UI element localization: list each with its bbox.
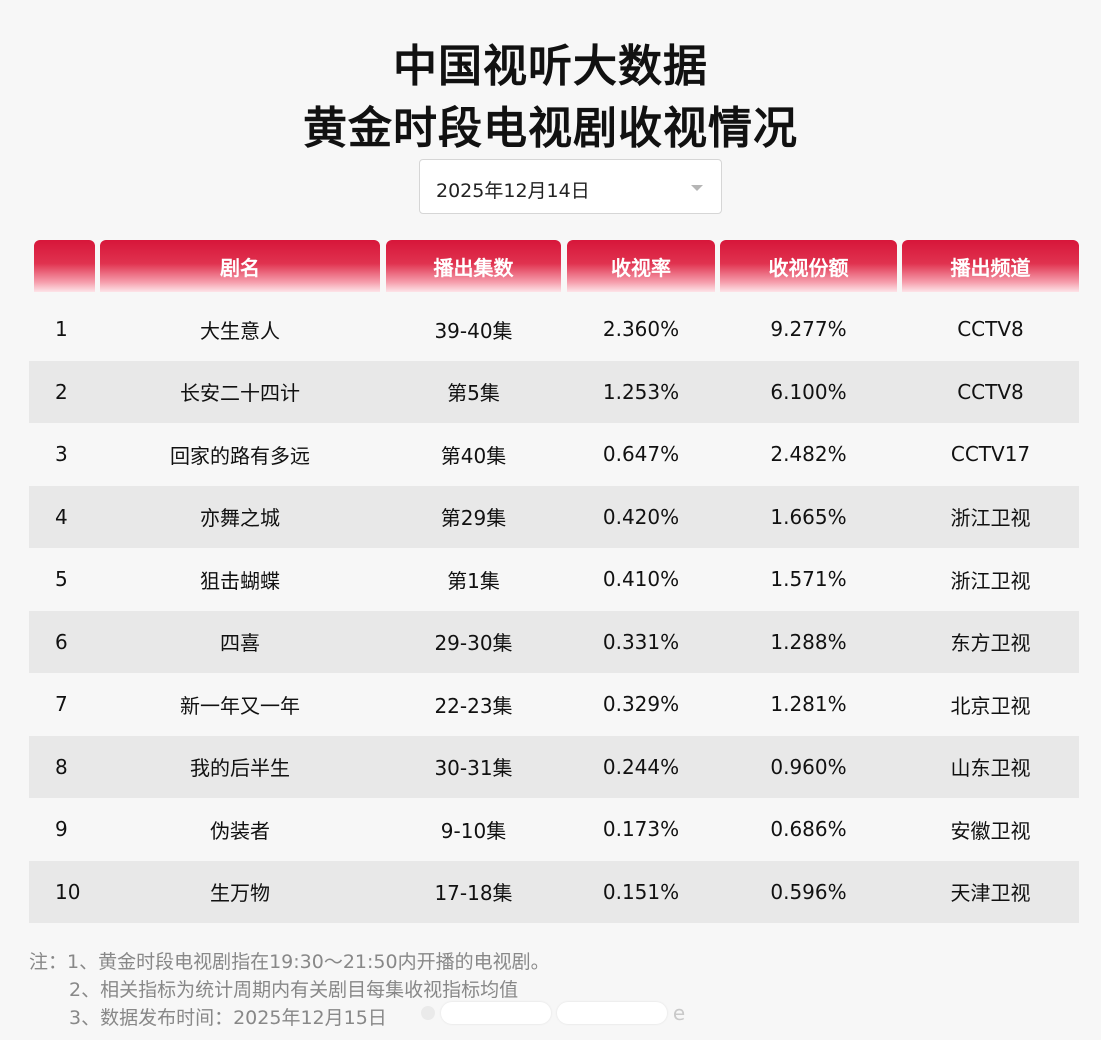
cell-share: 2.482% <box>770 442 847 467</box>
cell-rating: 0.410% <box>602 567 680 592</box>
cell-episodes: 29-30集 <box>434 631 513 656</box>
header-channel: 播出频道 <box>902 240 1079 292</box>
cell-channel: 安徽卫视 <box>950 818 1031 843</box>
ratings-table: 剧名 播出集数 收视率 收视份额 播出频道 1 大生意人 39-40集 2.36… <box>29 240 1079 923</box>
watermark-glyph: e <box>672 1001 686 1025</box>
table-row: 6 四喜 29-30集 0.331% 1.288% 东方卫视 <box>29 610 1079 673</box>
cell-title: 我的后半生 <box>190 756 290 781</box>
cell-channel: 浙江卫视 <box>950 506 1031 531</box>
cell-title: 狙击蝴蝶 <box>200 568 280 593</box>
cell-rating: 0.244% <box>602 754 680 779</box>
cell-share: 6.100% <box>770 379 847 404</box>
cell-share: 9.277% <box>770 317 847 342</box>
cell-rank: 2 <box>55 379 68 404</box>
table-row: 3 回家的路有多远 第40集 0.647% 2.482% CCTV17 <box>29 423 1079 486</box>
header-episodes: 播出集数 <box>386 240 561 292</box>
cell-channel: CCTV8 <box>957 317 1024 342</box>
cell-channel: 天津卫视 <box>950 881 1031 906</box>
cell-episodes: 22-23集 <box>434 693 513 718</box>
table-body: 1 大生意人 39-40集 2.360% 9.277% CCTV8 2 长安二十… <box>29 298 1079 923</box>
page-title-line1: 中国视听大数据 <box>393 41 708 92</box>
cell-episodes: 17-18集 <box>434 881 513 906</box>
cell-channel: CCTV17 <box>950 442 1031 467</box>
cell-rank: 6 <box>55 629 68 654</box>
cell-rank: 8 <box>55 754 68 779</box>
cell-share: 0.686% <box>770 817 847 842</box>
watermark-dot <box>420 1006 435 1020</box>
cell-channel: 山东卫视 <box>950 756 1031 781</box>
cell-rating: 0.647% <box>602 442 680 467</box>
cell-share: 0.596% <box>770 879 847 904</box>
cell-title: 伪装者 <box>210 818 270 843</box>
cell-share: 1.571% <box>770 567 847 592</box>
footnote-2: 2、相关指标为统计周期内有关剧目每集收视指标均值 <box>69 979 519 1001</box>
date-select[interactable]: 2025年12月14日 <box>419 159 722 214</box>
table-row: 4 亦舞之城 第29集 0.420% 1.665% 浙江卫视 <box>29 485 1079 548</box>
watermark-bar <box>440 1002 551 1024</box>
cell-title: 大生意人 <box>200 318 280 343</box>
cell-rating: 0.173% <box>602 817 680 842</box>
cell-rank: 4 <box>55 504 68 529</box>
cell-channel: 东方卫视 <box>950 631 1031 656</box>
chevron-down-icon[interactable] <box>691 185 703 191</box>
footnotes: 注：1、黄金时段电视剧指在19:30～21:50内开播的电视剧。 2、相关指标为… <box>29 948 550 1032</box>
date-select-value: 2025年12月14日 <box>436 180 590 202</box>
footnote-1: 注：1、黄金时段电视剧指在19:30～21:50内开播的电视剧。 <box>29 951 550 973</box>
table-row: 10 生万物 17-18集 0.151% 0.596% 天津卫视 <box>29 860 1079 923</box>
cell-title: 长安二十四计 <box>180 381 300 406</box>
cell-episodes: 第1集 <box>447 568 500 593</box>
cell-title: 四喜 <box>220 631 260 656</box>
cell-episodes: 30-31集 <box>434 756 513 781</box>
header-share: 收视份额 <box>720 240 897 292</box>
footnote-3: 3、数据发布时间：2025年12月15日 <box>69 1007 387 1029</box>
cell-title: 回家的路有多远 <box>170 443 310 468</box>
cell-share: 1.288% <box>770 629 847 654</box>
table-row: 1 大生意人 39-40集 2.360% 9.277% CCTV8 <box>29 298 1079 361</box>
watermark-overlay: e <box>388 996 718 1030</box>
cell-episodes: 第40集 <box>440 443 507 468</box>
cell-rating: 0.420% <box>602 504 680 529</box>
table-row: 7 新一年又一年 22-23集 0.329% 1.281% 北京卫视 <box>29 673 1079 736</box>
table-row: 2 长安二十四计 第5集 1.253% 6.100% CCTV8 <box>29 360 1079 423</box>
cell-episodes: 39-40集 <box>434 318 513 343</box>
cell-episodes: 第29集 <box>440 506 507 531</box>
cell-title: 新一年又一年 <box>180 693 300 718</box>
cell-rank: 1 <box>55 317 68 342</box>
cell-title: 生万物 <box>210 881 270 906</box>
cell-rating: 1.253% <box>602 379 680 404</box>
cell-share: 0.960% <box>770 754 847 779</box>
header-rating: 收视率 <box>567 240 715 292</box>
cell-share: 1.665% <box>770 504 847 529</box>
cell-channel: 浙江卫视 <box>950 568 1031 593</box>
cell-rating: 2.360% <box>602 317 680 342</box>
cell-rank: 3 <box>55 442 68 467</box>
cell-rank: 5 <box>55 567 68 592</box>
cell-rating: 0.151% <box>602 879 680 904</box>
table-header: 剧名 播出集数 收视率 收视份额 播出频道 <box>29 240 1079 292</box>
header-title: 剧名 <box>100 240 380 292</box>
table-row: 9 伪装者 9-10集 0.173% 0.686% 安徽卫视 <box>29 798 1079 861</box>
cell-title: 亦舞之城 <box>200 506 280 531</box>
cell-rating: 0.331% <box>602 629 680 654</box>
cell-episodes: 第5集 <box>447 381 500 406</box>
cell-rank: 7 <box>55 692 68 717</box>
table-row: 5 狙击蝴蝶 第1集 0.410% 1.571% 浙江卫视 <box>29 548 1079 611</box>
cell-rating: 0.329% <box>602 692 680 717</box>
watermark-bar <box>556 1002 667 1024</box>
cell-episodes: 9-10集 <box>440 818 507 843</box>
page-title-line2: 黄金时段电视剧收视情况 <box>303 103 798 154</box>
cell-share: 1.281% <box>770 692 847 717</box>
cell-channel: 北京卫视 <box>950 693 1031 718</box>
cell-rank: 10 <box>55 879 81 904</box>
cell-channel: CCTV8 <box>957 379 1024 404</box>
cell-rank: 9 <box>55 817 68 842</box>
header-rank <box>34 240 95 292</box>
table-row: 8 我的后半生 30-31集 0.244% 0.960% 山东卫视 <box>29 735 1079 798</box>
